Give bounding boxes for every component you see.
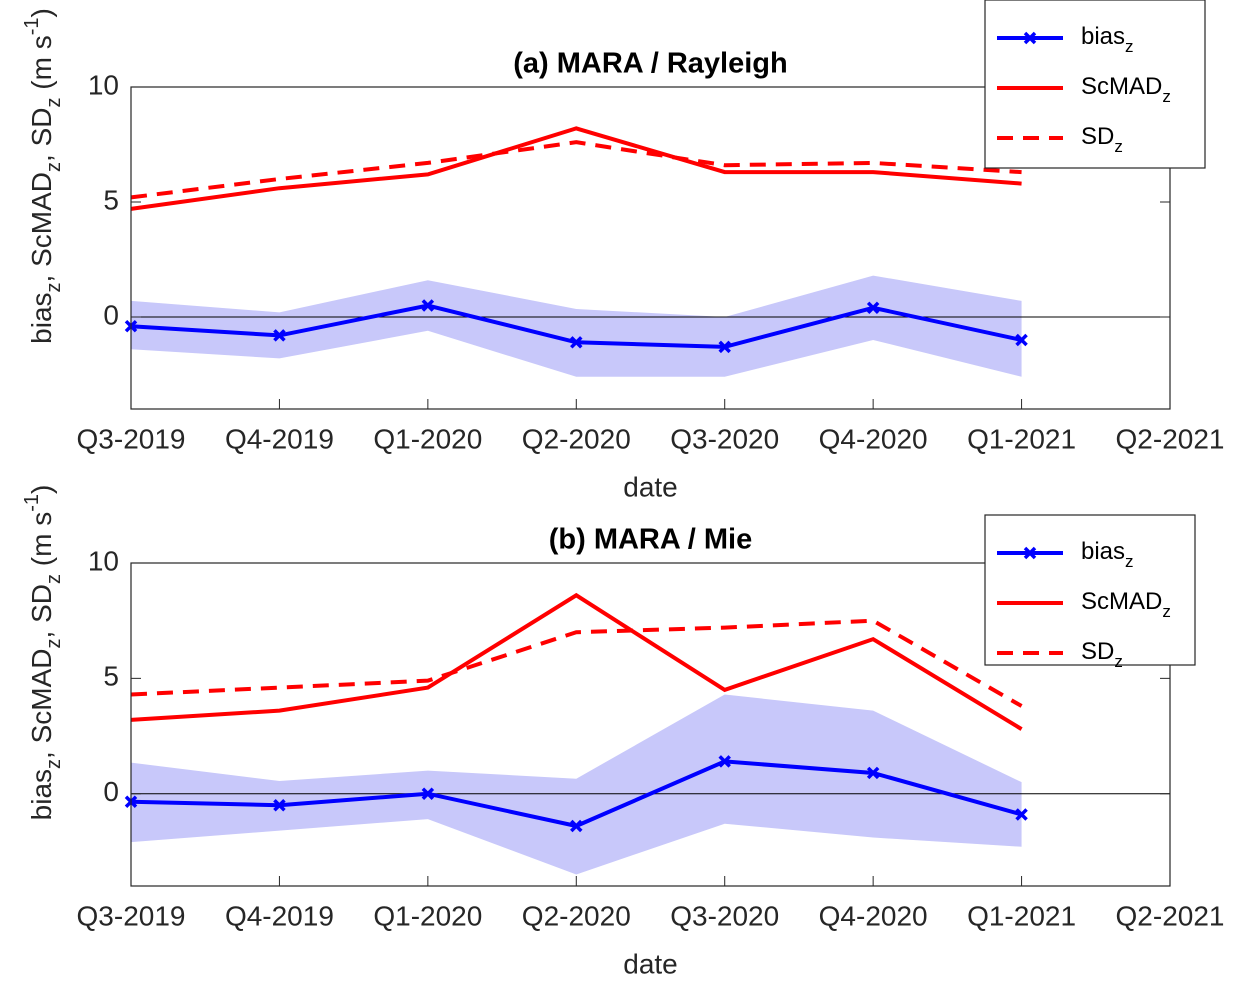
x-tick-label: Q4-2020 (819, 423, 928, 454)
y-axis-label-part: -1 (21, 18, 43, 36)
series-line (130, 140, 1022, 200)
legend-label-name: bias (1081, 538, 1125, 565)
y-axis-label-part: z (43, 759, 65, 769)
y-axis-label-part: z (43, 574, 65, 584)
marker (866, 766, 880, 780)
marker (273, 329, 286, 342)
marker (866, 301, 880, 315)
x-tick-label: Q4-2019 (225, 423, 334, 454)
legend-label: SDz (1081, 638, 1123, 671)
x-axis-label: date (623, 948, 678, 979)
y-axis-label-part: z (43, 282, 65, 292)
x-tick-label: Q2-2021 (1116, 423, 1225, 454)
legend-label: SDz (1081, 123, 1123, 156)
legend-box (984, 0, 1206, 169)
legend-label-name: SD (1081, 123, 1114, 150)
y-tick-label: 5 (103, 184, 119, 215)
legend-label-name: SD (1081, 638, 1114, 665)
y-axis-label-part: (m s (26, 35, 57, 97)
x-tick-label: Q1-2020 (373, 900, 482, 931)
marker (570, 336, 583, 349)
x-tick-label: Q1-2021 (967, 423, 1076, 454)
legend-label: ScMADz (1081, 588, 1171, 621)
y-axis-label-part: , SD (26, 108, 57, 162)
legend-label-sub: z (1125, 37, 1134, 56)
y-axis-label-part: z (43, 638, 65, 648)
legend-label-name: ScMAD (1081, 73, 1162, 100)
y-axis-label-part: , ScMAD (26, 648, 57, 758)
x-tick-label: Q3-2020 (670, 900, 779, 931)
y-axis-label-part: z (43, 98, 65, 108)
y-axis-label-part: ) (26, 485, 57, 494)
y-axis-label-part: bias (26, 292, 57, 343)
y-axis-label-part: (m s (26, 512, 57, 574)
y-tick-label: 10 (88, 545, 119, 576)
legend-label-name: ScMAD (1081, 588, 1162, 615)
x-tick-label: Q2-2020 (522, 900, 631, 931)
legend-marker (1023, 31, 1037, 45)
y-axis-label: biasz, ScMADz, SDz (m s-1) (21, 8, 65, 344)
x-tick-label: Q3-2020 (670, 423, 779, 454)
series-line (130, 592, 1023, 731)
x-tick-label: Q3-2019 (77, 900, 186, 931)
series-line (130, 618, 1023, 708)
marker (1015, 333, 1028, 347)
marker (421, 787, 435, 800)
legend-label-sub: z (1162, 602, 1171, 621)
axes-box (130, 86, 1171, 410)
y-axis-label-part: bias (26, 769, 57, 820)
chart-title: (b) MARA / Mie (549, 524, 753, 556)
x-tick-label: Q4-2019 (225, 900, 334, 931)
y-axis-label-part: ) (26, 8, 57, 17)
y-tick-label: 10 (88, 69, 119, 100)
legend-label-sub: z (1125, 552, 1134, 571)
legend-label-name: bias (1081, 23, 1125, 50)
legend-label-sub: z (1114, 652, 1123, 671)
marker (273, 799, 286, 812)
x-axis-label: date (623, 471, 678, 502)
legend-label: biasz (1081, 538, 1134, 571)
legend-label-sub: z (1114, 137, 1123, 156)
marker (718, 755, 731, 768)
y-tick-label: 5 (103, 661, 119, 692)
legend-box (984, 514, 1196, 666)
marker (570, 819, 583, 833)
y-axis-label-part: , ScMAD (26, 172, 57, 282)
x-tick-label: Q2-2020 (522, 423, 631, 454)
marker (718, 340, 731, 354)
x-tick-label: Q2-2021 (1116, 900, 1225, 931)
chart-title: (a) MARA / Rayleigh (513, 48, 787, 80)
error-band (131, 694, 1022, 875)
y-tick-label: 0 (103, 299, 119, 330)
y-axis-label-part: , SD (26, 584, 57, 638)
x-tick-label: Q1-2020 (373, 423, 482, 454)
x-tick-label: Q4-2020 (819, 900, 928, 931)
error-band (131, 275, 1022, 377)
legend-label: biasz (1081, 23, 1134, 56)
x-tick-label: Q1-2021 (967, 900, 1076, 931)
legend-marker (1023, 546, 1037, 560)
marker (421, 299, 435, 312)
x-tick-label: Q3-2019 (77, 423, 186, 454)
y-axis-label: biasz, ScMADz, SDz (m s-1) (21, 485, 65, 821)
axes-box (130, 562, 1171, 887)
legend-label-sub: z (1162, 87, 1171, 106)
y-axis-label-part: -1 (21, 494, 43, 512)
y-axis-label-part: z (43, 162, 65, 172)
marker (1015, 808, 1028, 821)
series-line (130, 126, 1022, 211)
legend-label: ScMADz (1081, 73, 1171, 106)
y-tick-label: 0 (103, 776, 119, 807)
